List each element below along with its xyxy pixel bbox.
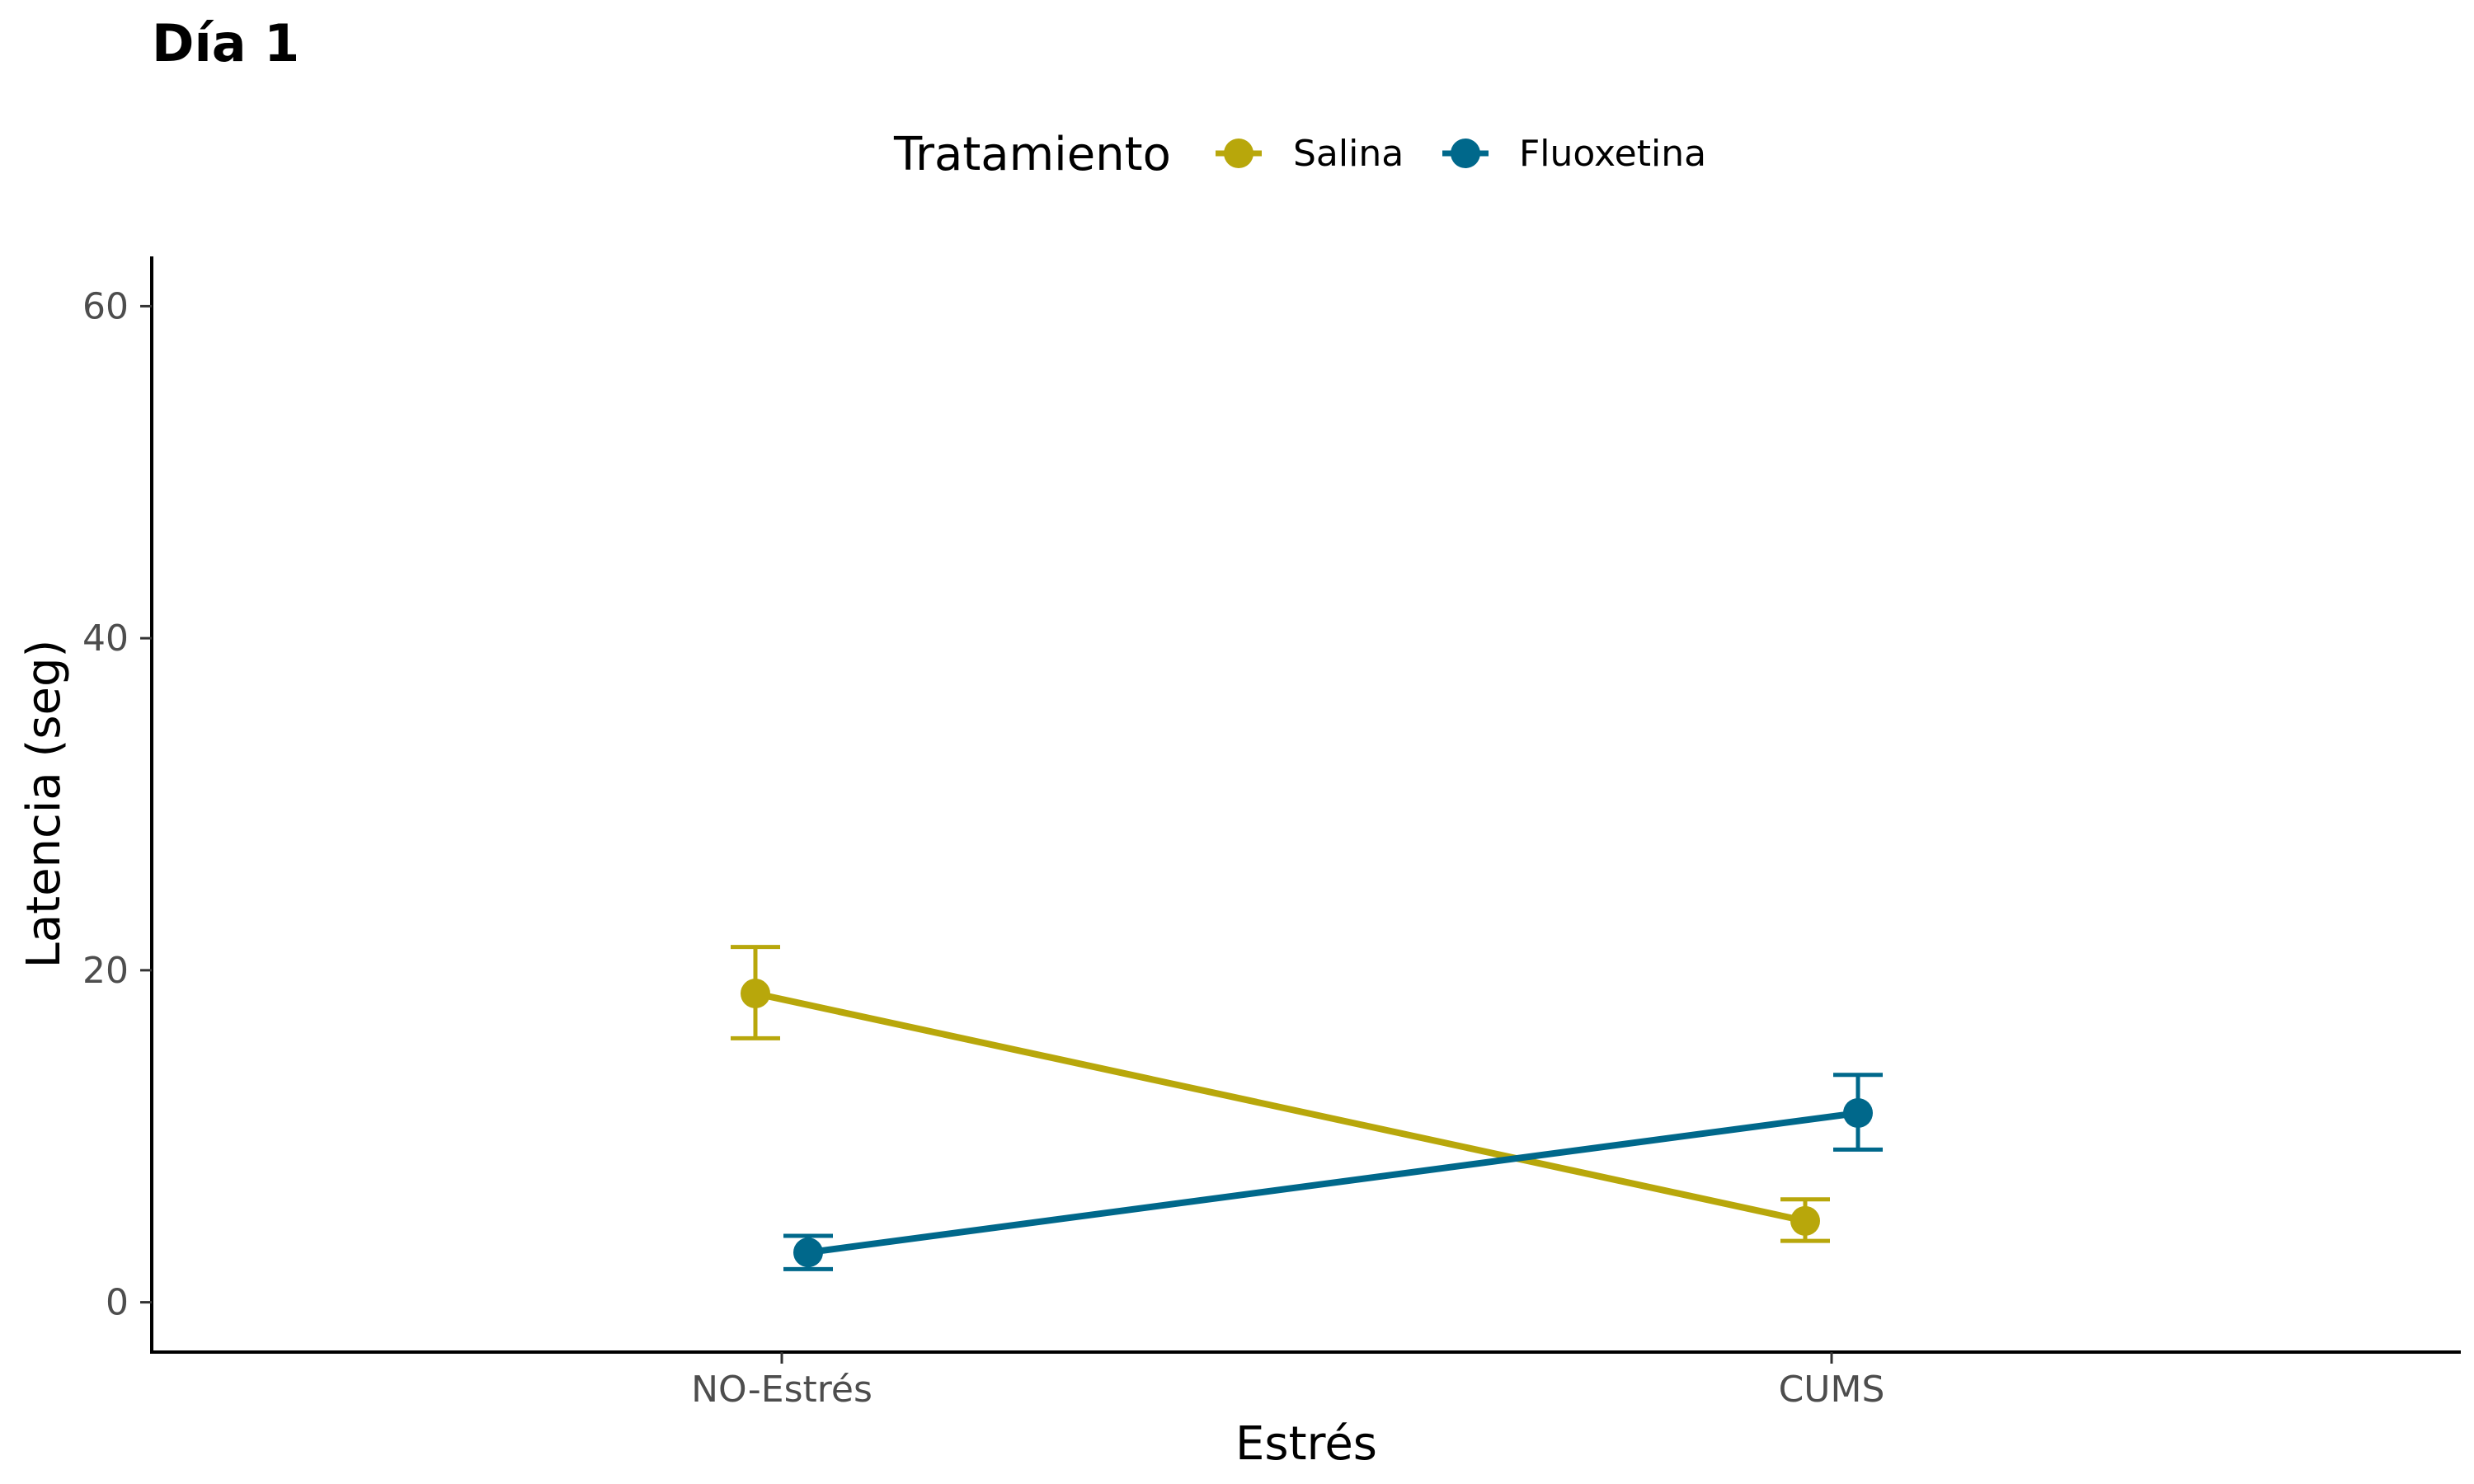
y-axis-ticks: 0 20 40 60 xyxy=(82,285,152,1324)
legend-key-point xyxy=(1224,139,1253,168)
series-fluoxetina xyxy=(783,1073,1883,1271)
legend-key-point xyxy=(1451,139,1480,168)
y-tick-label: 60 xyxy=(82,285,129,327)
y-axis-title: Latencia (seg) xyxy=(17,640,71,969)
legend-label: Fluoxetina xyxy=(1519,133,1706,175)
x-axis-title: Estrés xyxy=(1235,1417,1377,1471)
y-tick-label: 40 xyxy=(82,618,129,660)
series-line xyxy=(807,1110,1859,1256)
y-tick-label: 20 xyxy=(82,950,129,992)
series-salina xyxy=(731,945,1830,1243)
data-point xyxy=(793,1237,823,1268)
legend-label: Salina xyxy=(1293,133,1404,175)
y-tick-label: 0 xyxy=(106,1282,129,1324)
series-line xyxy=(755,990,1806,1224)
legend-item-salina: Salina xyxy=(1216,133,1404,175)
data-point xyxy=(1790,1205,1820,1236)
plot-area xyxy=(731,945,1883,1271)
x-tick-label: CUMS xyxy=(1779,1369,1885,1411)
legend-item-fluoxetina: Fluoxetina xyxy=(1442,133,1706,175)
legend: Tratamiento Salina Fluoxetina xyxy=(893,128,1706,181)
data-point xyxy=(741,979,770,1009)
x-tick-label: NO-Estrés xyxy=(691,1369,872,1411)
legend-title: Tratamiento xyxy=(893,128,1171,181)
data-point xyxy=(1843,1098,1873,1129)
chart-title: Día 1 xyxy=(152,13,299,73)
x-axis-ticks: NO-Estrés CUMS xyxy=(691,1352,1884,1411)
